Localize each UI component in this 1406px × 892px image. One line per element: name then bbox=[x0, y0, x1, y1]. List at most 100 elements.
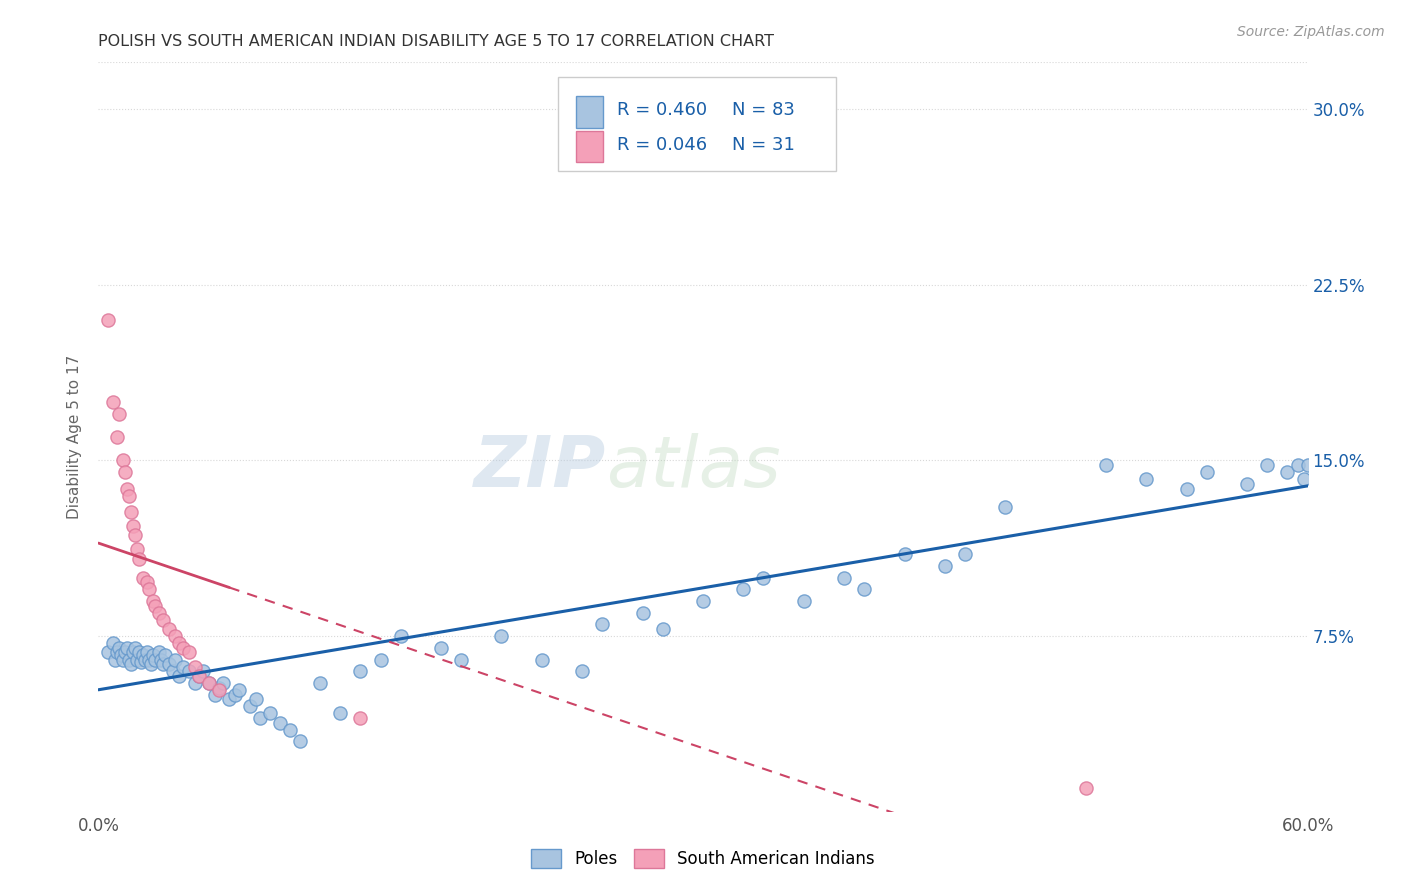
Point bbox=[111, 652, 134, 666]
Point bbox=[1292, 472, 1315, 486]
Point bbox=[1277, 465, 1299, 479]
Point bbox=[239, 699, 262, 714]
Point bbox=[1256, 458, 1278, 473]
Point bbox=[288, 734, 311, 748]
Point bbox=[107, 407, 129, 421]
Point bbox=[631, 606, 654, 620]
Point bbox=[101, 395, 124, 409]
Point bbox=[530, 652, 553, 666]
Y-axis label: Disability Age 5 to 17: Disability Age 5 to 17 bbox=[67, 355, 83, 519]
Point bbox=[142, 594, 165, 608]
Point bbox=[1195, 465, 1218, 479]
Point bbox=[97, 646, 120, 660]
Point bbox=[224, 688, 246, 702]
Text: N = 83: N = 83 bbox=[733, 101, 794, 119]
Point bbox=[139, 657, 162, 672]
Point bbox=[1135, 472, 1157, 486]
Point bbox=[269, 715, 291, 730]
Point bbox=[370, 652, 392, 666]
Point bbox=[212, 676, 235, 690]
Point bbox=[188, 669, 211, 683]
Point bbox=[135, 575, 157, 590]
Text: POLISH VS SOUTH AMERICAN INDIAN DISABILITY AGE 5 TO 17 CORRELATION CHART: POLISH VS SOUTH AMERICAN INDIAN DISABILI… bbox=[98, 34, 775, 49]
Point bbox=[120, 657, 142, 672]
Text: R = 0.046: R = 0.046 bbox=[617, 136, 707, 153]
Point bbox=[101, 636, 124, 650]
Point bbox=[259, 706, 281, 721]
Point bbox=[134, 652, 156, 666]
Point bbox=[1296, 458, 1319, 473]
Point bbox=[152, 657, 174, 672]
Point bbox=[1286, 458, 1309, 473]
Point bbox=[208, 683, 231, 698]
Point bbox=[107, 640, 129, 655]
Point bbox=[198, 676, 221, 690]
Point bbox=[188, 669, 211, 683]
Point bbox=[204, 688, 226, 702]
Point bbox=[103, 652, 125, 666]
Point bbox=[309, 676, 332, 690]
Point bbox=[193, 664, 215, 679]
Point bbox=[138, 652, 160, 666]
Point bbox=[953, 547, 976, 561]
Point bbox=[329, 706, 352, 721]
Text: Source: ZipAtlas.com: Source: ZipAtlas.com bbox=[1237, 25, 1385, 39]
Point bbox=[148, 646, 170, 660]
Point bbox=[143, 652, 166, 666]
Text: atlas: atlas bbox=[606, 433, 780, 501]
Point bbox=[430, 640, 453, 655]
Point bbox=[162, 664, 184, 679]
Point bbox=[591, 617, 613, 632]
Point bbox=[349, 711, 371, 725]
Point bbox=[167, 636, 190, 650]
Point bbox=[124, 528, 146, 542]
Point bbox=[450, 652, 472, 666]
Point bbox=[1175, 482, 1198, 496]
Point bbox=[157, 657, 180, 672]
Point bbox=[198, 676, 221, 690]
Point bbox=[934, 558, 956, 573]
Point bbox=[163, 652, 186, 666]
Point bbox=[184, 676, 207, 690]
Point bbox=[115, 640, 138, 655]
Point bbox=[1236, 476, 1258, 491]
Point bbox=[278, 723, 301, 737]
Point bbox=[128, 551, 150, 566]
Point bbox=[143, 599, 166, 613]
Point bbox=[105, 646, 128, 660]
Point bbox=[128, 646, 150, 660]
Point bbox=[114, 465, 136, 479]
Point bbox=[167, 669, 190, 683]
Point bbox=[184, 659, 207, 673]
Point bbox=[132, 648, 155, 662]
Point bbox=[1095, 458, 1118, 473]
Point bbox=[125, 542, 148, 557]
Point bbox=[97, 313, 120, 327]
Legend: Poles, South American Indians: Poles, South American Indians bbox=[524, 842, 882, 875]
Point bbox=[733, 582, 755, 597]
Point bbox=[132, 571, 155, 585]
Point bbox=[115, 482, 138, 496]
Bar bbox=[576, 130, 603, 162]
Point bbox=[179, 664, 201, 679]
Point bbox=[651, 622, 673, 636]
Text: N = 31: N = 31 bbox=[733, 136, 794, 153]
Bar bbox=[576, 96, 603, 128]
Point bbox=[1074, 781, 1097, 796]
Point bbox=[893, 547, 915, 561]
Point bbox=[138, 582, 160, 597]
Point bbox=[228, 683, 250, 698]
Point bbox=[120, 505, 142, 519]
Point bbox=[129, 655, 152, 669]
Point bbox=[110, 648, 132, 662]
Point bbox=[218, 692, 240, 706]
Point bbox=[389, 629, 412, 643]
Point bbox=[793, 594, 815, 608]
Point bbox=[118, 489, 141, 503]
Point bbox=[114, 646, 136, 660]
Point bbox=[994, 500, 1017, 515]
Point bbox=[832, 571, 855, 585]
Point bbox=[121, 519, 143, 533]
Point bbox=[163, 629, 186, 643]
Point bbox=[125, 652, 148, 666]
